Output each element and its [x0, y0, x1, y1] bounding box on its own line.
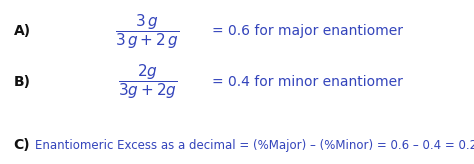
Text: A): A) — [14, 24, 31, 38]
Text: $\dfrac{2g}{3g+2g}$: $\dfrac{2g}{3g+2g}$ — [118, 63, 177, 101]
Text: = 0.6 for major enantiomer: = 0.6 for major enantiomer — [212, 24, 403, 38]
Text: Enantiomeric Excess as a decimal = (%Major) – (%Minor) = 0.6 – 0.4 = 0.2: Enantiomeric Excess as a decimal = (%Maj… — [35, 139, 474, 152]
Text: C): C) — [14, 138, 30, 152]
Text: $\dfrac{3\,g}{3\,g+2\,g}$: $\dfrac{3\,g}{3\,g+2\,g}$ — [115, 12, 180, 51]
Text: = 0.4 for minor enantiomer: = 0.4 for minor enantiomer — [212, 75, 403, 89]
Text: B): B) — [14, 75, 31, 89]
